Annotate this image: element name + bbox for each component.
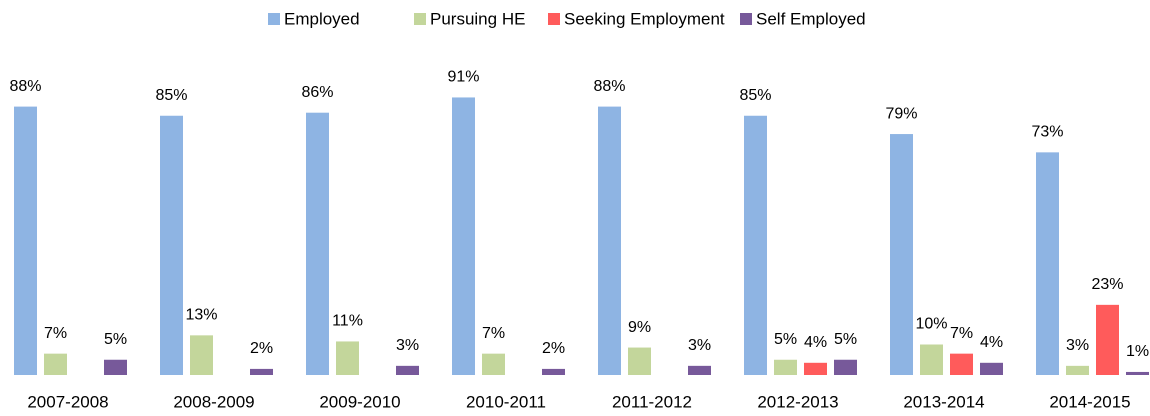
x-tick-label: 2009-2010 [319,392,400,411]
bar [980,362,1003,375]
data-label: 86% [301,84,333,101]
legend-label: Seeking Employment [564,9,725,28]
bar [744,115,767,375]
x-tick-label: 2012-2013 [757,392,838,411]
data-label: 4% [804,334,827,351]
x-tick-label: 2008-2009 [173,392,254,411]
data-label: 91% [447,69,479,86]
x-tick-label: 2011-2012 [612,392,692,411]
data-label: 5% [774,331,797,348]
data-label: 9% [628,319,651,336]
data-label: 2% [250,340,273,357]
data-label: 5% [834,331,857,348]
bar [190,335,213,375]
bar [1096,304,1119,375]
bar [598,106,621,375]
data-label: 7% [44,325,67,342]
data-label: 2% [542,340,565,357]
legend-label: Self Employed [756,9,866,28]
data-label: 3% [396,337,419,354]
bar [804,362,827,375]
bar [1066,365,1089,375]
x-tick-label: 2007-2008 [27,392,108,411]
data-label: 11% [332,313,363,330]
bar [396,365,419,375]
data-label: 1% [1126,343,1149,360]
data-label: 23% [1091,276,1123,293]
bar [250,368,273,375]
legend-label: Employed [284,9,360,28]
x-tick-label: 2013-2014 [903,392,984,411]
legend-swatch [548,13,560,25]
bar [950,353,973,375]
bar [14,106,37,375]
data-label: 4% [980,334,1003,351]
bar [774,359,797,375]
data-label: 5% [104,331,127,348]
bar [160,115,183,375]
data-label: 10% [915,316,947,333]
bar [104,359,127,375]
bar [920,344,943,375]
bar [834,359,857,375]
bar [688,365,711,375]
bar [44,353,67,375]
data-label: 79% [885,105,917,122]
data-label: 7% [482,325,505,342]
data-label: 3% [688,337,711,354]
bar [542,368,565,375]
bar [1036,152,1059,375]
legend-swatch [414,13,426,25]
bar [482,353,505,375]
bar [1126,371,1149,375]
data-label: 3% [1066,337,1089,354]
bar [890,134,913,375]
legend-swatch [268,13,280,25]
bar [336,341,359,375]
x-tick-label: 2010-2011 [466,392,546,411]
data-label: 88% [593,78,625,95]
x-tick-label: 2014-2015 [1049,392,1130,411]
bar [628,347,651,375]
bar [306,112,329,375]
data-label: 7% [950,325,973,342]
legend-label: Pursuing HE [430,9,525,28]
data-label: 88% [9,78,41,95]
data-label: 73% [1031,124,1063,141]
bar [452,97,475,375]
legend-swatch [740,13,752,25]
data-label: 13% [185,307,217,324]
data-label: 85% [155,87,187,104]
data-label: 85% [739,87,771,104]
